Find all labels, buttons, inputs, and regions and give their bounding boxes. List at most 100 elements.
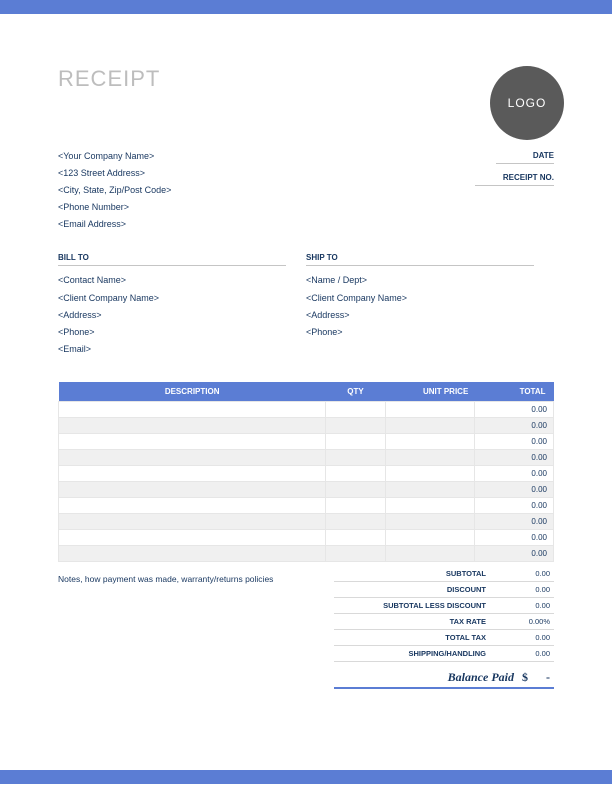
ship-to-heading: SHIP TO <box>306 253 534 266</box>
cell-unit <box>385 433 474 449</box>
below-row: Notes, how payment was made, warranty/re… <box>58 566 554 689</box>
right-meta: DATE RECEIPT NO. <box>475 148 554 233</box>
cell-total: 0.00 <box>474 465 553 481</box>
cell-total: 0.00 <box>474 481 553 497</box>
table-row: 0.00 <box>59 401 554 417</box>
table-row: 0.00 <box>59 465 554 481</box>
table-row: 0.00 <box>59 497 554 513</box>
cell-unit <box>385 481 474 497</box>
receipt-no-label: RECEIPT NO. <box>475 170 554 186</box>
discount-row: DISCOUNT 0.00 <box>334 582 554 598</box>
ship-to-name: <Name / Dept> <box>306 272 554 289</box>
cell-qty <box>326 481 385 497</box>
total-tax-label: TOTAL TAX <box>334 633 496 642</box>
cell-unit <box>385 497 474 513</box>
subtotal-less-value: 0.00 <box>496 601 554 610</box>
notes-text: Notes, how payment was made, warranty/re… <box>58 566 334 689</box>
cell-description <box>59 497 326 513</box>
cell-description <box>59 513 326 529</box>
tax-rate-value: 0.00% <box>496 617 554 626</box>
table-row: 0.00 <box>59 513 554 529</box>
cell-description <box>59 401 326 417</box>
cell-total: 0.00 <box>474 401 553 417</box>
cell-total: 0.00 <box>474 417 553 433</box>
subtotal-label: SUBTOTAL <box>334 569 496 578</box>
shipping-row: SHIPPING/HANDLING 0.00 <box>334 646 554 662</box>
bill-to-company: <Client Company Name> <box>58 290 306 307</box>
cell-qty <box>326 513 385 529</box>
cell-unit <box>385 401 474 417</box>
logo-placeholder: LOGO <box>490 66 564 140</box>
total-tax-value: 0.00 <box>496 633 554 642</box>
company-block: <Your Company Name> <123 Street Address>… <box>58 148 171 233</box>
col-unit-price: UNIT PRICE <box>385 382 474 402</box>
cell-total: 0.00 <box>474 433 553 449</box>
cell-unit <box>385 465 474 481</box>
cell-unit <box>385 449 474 465</box>
cell-qty <box>326 529 385 545</box>
col-description: DESCRIPTION <box>59 382 326 402</box>
cell-qty <box>326 433 385 449</box>
cell-unit <box>385 545 474 561</box>
cell-unit <box>385 417 474 433</box>
table-row: 0.00 <box>59 433 554 449</box>
cell-description <box>59 433 326 449</box>
col-qty: QTY <box>326 382 385 402</box>
cell-unit <box>385 513 474 529</box>
cell-description <box>59 417 326 433</box>
cell-description <box>59 449 326 465</box>
company-email: <Email Address> <box>58 216 171 233</box>
company-street: <123 Street Address> <box>58 165 171 182</box>
cell-description <box>59 545 326 561</box>
company-phone: <Phone Number> <box>58 199 171 216</box>
cell-total: 0.00 <box>474 529 553 545</box>
meta-row: <Your Company Name> <123 Street Address>… <box>58 148 554 233</box>
totals-block: SUBTOTAL 0.00 DISCOUNT 0.00 SUBTOTAL LES… <box>334 566 554 689</box>
cell-description <box>59 481 326 497</box>
col-total: TOTAL <box>474 382 553 402</box>
balance-row: Balance Paid $ - <box>334 670 554 689</box>
cell-description <box>59 529 326 545</box>
table-row: 0.00 <box>59 545 554 561</box>
bill-to-address: <Address> <box>58 307 306 324</box>
bill-to-phone: <Phone> <box>58 324 306 341</box>
subtotal-row: SUBTOTAL 0.00 <box>334 566 554 582</box>
cell-total: 0.00 <box>474 449 553 465</box>
ship-to-address: <Address> <box>306 307 554 324</box>
balance-label: Balance Paid <box>334 670 522 685</box>
cell-qty <box>326 497 385 513</box>
items-table: DESCRIPTION QTY UNIT PRICE TOTAL 0.000.0… <box>58 382 554 562</box>
total-tax-row: TOTAL TAX 0.00 <box>334 630 554 646</box>
table-row: 0.00 <box>59 449 554 465</box>
discount-label: DISCOUNT <box>334 585 496 594</box>
ship-to-phone: <Phone> <box>306 324 554 341</box>
cell-qty <box>326 465 385 481</box>
subtotal-less-row: SUBTOTAL LESS DISCOUNT 0.00 <box>334 598 554 614</box>
table-row: 0.00 <box>59 417 554 433</box>
table-row: 0.00 <box>59 529 554 545</box>
page-content: RECEIPT LOGO <Your Company Name> <123 St… <box>0 66 612 689</box>
bottom-accent-bar <box>0 770 612 784</box>
items-thead: DESCRIPTION QTY UNIT PRICE TOTAL <box>59 382 554 402</box>
subtotal-less-label: SUBTOTAL LESS DISCOUNT <box>334 601 496 610</box>
balance-currency: $ <box>522 670 546 685</box>
bill-to-lines: <Contact Name> <Client Company Name> <Ad… <box>58 272 306 357</box>
company-name: <Your Company Name> <box>58 148 171 165</box>
cell-total: 0.00 <box>474 513 553 529</box>
cell-qty <box>326 449 385 465</box>
cell-qty <box>326 401 385 417</box>
tax-rate-row: TAX RATE 0.00% <box>334 614 554 630</box>
discount-value: 0.00 <box>496 585 554 594</box>
bill-to-email: <Email> <box>58 341 306 358</box>
tax-rate-label: TAX RATE <box>334 617 496 626</box>
logo-text: LOGO <box>508 96 547 110</box>
bill-to-heading: BILL TO <box>58 253 286 266</box>
cell-qty <box>326 417 385 433</box>
date-label: DATE <box>496 148 554 164</box>
items-tbody: 0.000.000.000.000.000.000.000.000.000.00 <box>59 401 554 561</box>
subtotal-value: 0.00 <box>496 569 554 578</box>
ship-to-lines: <Name / Dept> <Client Company Name> <Add… <box>306 272 554 340</box>
company-city: <City, State, Zip/Post Code> <box>58 182 171 199</box>
cell-total: 0.00 <box>474 497 553 513</box>
bill-to-contact: <Contact Name> <box>58 272 306 289</box>
